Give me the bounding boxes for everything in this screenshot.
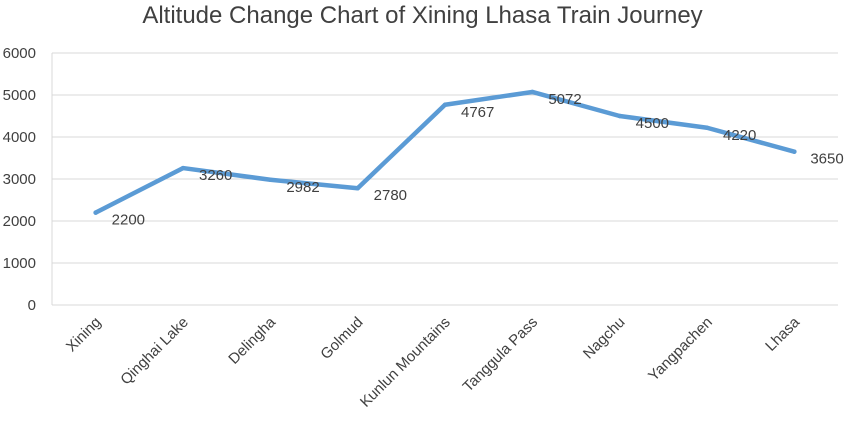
x-tick-label: Xining — [63, 314, 105, 356]
data-label: 3260 — [199, 167, 232, 184]
x-tick-label: Qinghai Lake — [117, 314, 192, 389]
data-label: 2780 — [374, 187, 407, 204]
y-tick-label: 1000 — [3, 255, 36, 272]
x-tick-label: Kunlun Mountains — [357, 314, 454, 411]
data-point — [617, 113, 622, 119]
y-tick-label: 5000 — [3, 87, 36, 104]
x-tick-label: Yangpachen — [645, 314, 716, 385]
y-tick-label: 3000 — [3, 171, 36, 188]
data-point — [355, 185, 360, 191]
data-point — [530, 89, 535, 95]
x-tick-label: Nagchu — [580, 314, 629, 363]
chart-title: Altitude Change Chart of Xining Lhasa Tr… — [142, 2, 703, 29]
x-tick-label: Tanggula Pass — [460, 314, 542, 396]
data-label: 3650 — [810, 151, 843, 168]
data-point — [704, 125, 710, 131]
data-point — [180, 165, 186, 171]
data-label: 5072 — [548, 91, 581, 108]
y-tick-label: 0 — [28, 297, 36, 314]
data-point — [442, 102, 448, 108]
y-tick-label: 2000 — [3, 213, 36, 230]
data-point — [268, 177, 273, 183]
series-line — [93, 89, 797, 215]
y-tick-label: 4000 — [3, 129, 36, 146]
data-label: 2200 — [112, 212, 145, 229]
data-label: 4500 — [636, 115, 669, 132]
x-tick-label: Golmud — [317, 314, 366, 363]
data-point — [93, 210, 98, 215]
data-label: 4767 — [461, 104, 494, 121]
data-point — [792, 149, 797, 154]
x-tick-label: Lhasa — [762, 313, 803, 354]
y-tick-label: 6000 — [3, 45, 36, 62]
data-label: 2982 — [286, 179, 319, 196]
x-tick-label: Delingha — [225, 313, 279, 367]
data-label: 4220 — [723, 127, 756, 144]
